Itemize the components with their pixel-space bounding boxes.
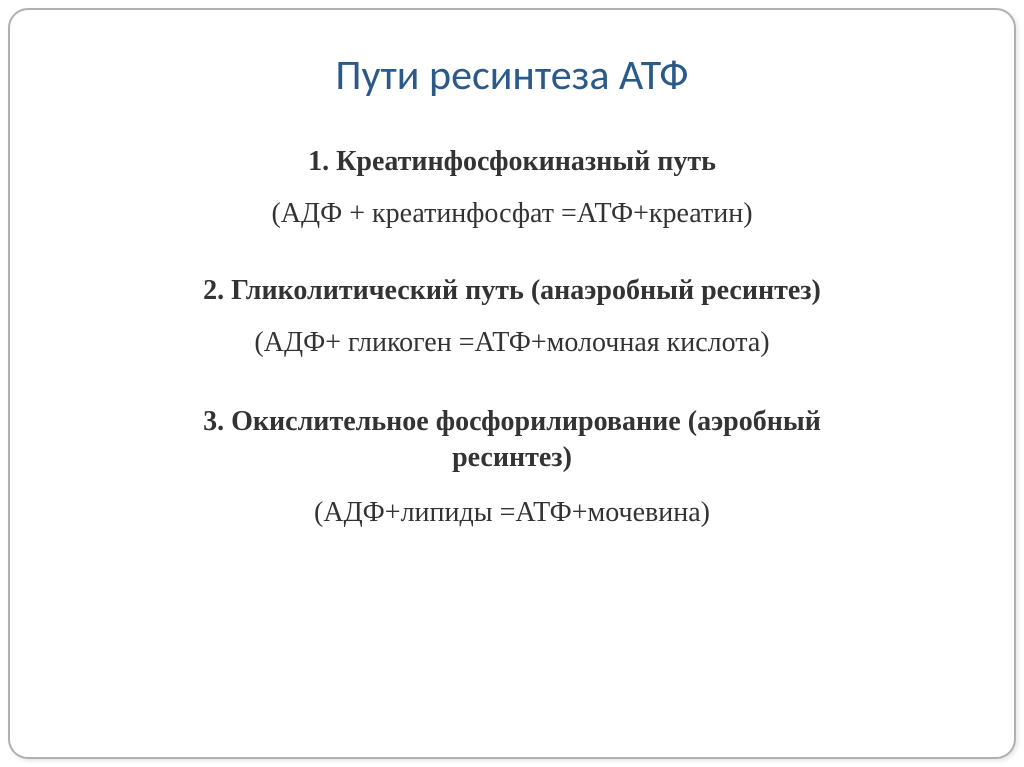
section-1-header: 1. Креатинфосфокиназный путь [70, 146, 954, 178]
section-3-equation: (АДФ+липиды =АТФ+мочевина) [70, 497, 954, 529]
slide-frame: Пути ресинтеза АТФ 1. Креатинфосфокиназн… [8, 8, 1016, 759]
slide-title: Пути ресинтеза АТФ [70, 50, 954, 101]
section-3-header-line1: 3. Окислительное фосфорилирование (аэроб… [203, 406, 821, 437]
section-2-equation: (АДФ+ гликоген =АТФ+молочная кислота) [70, 327, 954, 359]
section-2-header: 2. Гликолитический путь (анаэробный реси… [70, 275, 954, 307]
section-3-header-line2: ресинтез) [452, 442, 572, 473]
section-3-header: 3. Окислительное фосфорилирование (аэроб… [70, 404, 954, 477]
section-1-equation: (АДФ + креатинфосфат =АТФ+креатин) [70, 198, 954, 230]
